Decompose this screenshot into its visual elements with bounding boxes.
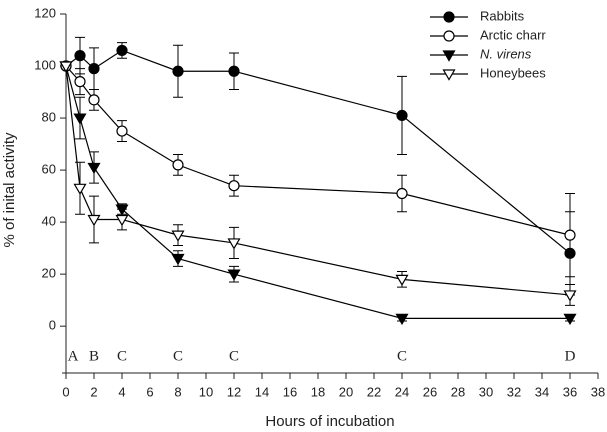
x-tick-label: 18 xyxy=(311,384,325,399)
point xyxy=(116,44,128,57)
point xyxy=(172,65,184,77)
point xyxy=(171,230,185,242)
point xyxy=(227,269,241,281)
point xyxy=(73,113,87,125)
y-tick-label: 0 xyxy=(49,318,56,333)
y-axis-label: % of inital activity xyxy=(1,132,18,248)
point xyxy=(563,290,577,302)
legend-label: Honeybees xyxy=(480,65,546,80)
point xyxy=(73,183,87,195)
point xyxy=(87,214,101,227)
point xyxy=(563,313,577,326)
annotation: C xyxy=(229,348,239,364)
y-tick-label: 120 xyxy=(34,5,56,20)
x-tick-label: 16 xyxy=(283,384,297,399)
legend-marker xyxy=(443,30,455,42)
point xyxy=(396,109,408,122)
x-tick-label: 2 xyxy=(90,384,97,399)
x-tick-label: 38 xyxy=(591,384,605,399)
x-tick-label: 30 xyxy=(479,384,493,399)
x-tick-label: 26 xyxy=(423,384,437,399)
point xyxy=(74,76,86,88)
x-tick-label: 8 xyxy=(174,384,181,399)
point xyxy=(564,229,576,241)
y-tick-label: 80 xyxy=(42,109,56,124)
annotation: B xyxy=(89,348,99,364)
point xyxy=(87,162,101,175)
point xyxy=(88,63,100,75)
x-tick-label: 28 xyxy=(451,384,465,399)
annotation: C xyxy=(397,348,407,364)
y-tick-label: 20 xyxy=(42,266,56,281)
annotation: C xyxy=(173,348,183,364)
series-line xyxy=(65,65,571,296)
point xyxy=(396,187,408,200)
point xyxy=(116,125,128,137)
x-tick-label: 6 xyxy=(146,384,153,399)
x-tick-label: 22 xyxy=(367,384,381,399)
point xyxy=(228,65,240,77)
point xyxy=(395,274,409,287)
series-line xyxy=(65,65,571,236)
point xyxy=(171,253,185,266)
x-axis-label: Hours of incubation xyxy=(265,413,394,430)
x-tick-label: 4 xyxy=(118,384,125,399)
x-tick-label: 24 xyxy=(395,384,409,399)
point xyxy=(88,94,100,106)
series-line xyxy=(65,65,570,319)
annotation: D xyxy=(565,348,576,364)
x-tick-label: 20 xyxy=(339,384,353,399)
x-tick-label: 10 xyxy=(199,384,213,399)
point xyxy=(172,159,184,171)
legend-marker xyxy=(443,11,455,23)
x-tick-label: 32 xyxy=(507,384,521,399)
point xyxy=(227,238,241,250)
point xyxy=(115,214,129,227)
point xyxy=(395,313,409,326)
annotation: C xyxy=(117,348,127,364)
x-tick-label: 0 xyxy=(62,384,69,399)
legend-label: Rabbits xyxy=(480,8,525,23)
point xyxy=(59,61,73,73)
annotation: A xyxy=(68,348,79,364)
legend-label: N. virens xyxy=(480,46,532,61)
series-line xyxy=(65,49,571,254)
point xyxy=(74,50,86,62)
legend-label: Arctic charr xyxy=(480,27,546,42)
y-tick-label: 100 xyxy=(34,57,56,72)
legend-marker xyxy=(442,50,456,62)
x-tick-label: 12 xyxy=(227,384,241,399)
point xyxy=(228,180,240,192)
y-tick-label: 60 xyxy=(42,162,56,177)
legend-marker xyxy=(442,69,456,81)
y-tick-label: 40 xyxy=(42,214,56,229)
x-tick-label: 34 xyxy=(535,384,549,399)
x-tick-label: 14 xyxy=(255,384,269,399)
x-tick-label: 36 xyxy=(563,384,577,399)
